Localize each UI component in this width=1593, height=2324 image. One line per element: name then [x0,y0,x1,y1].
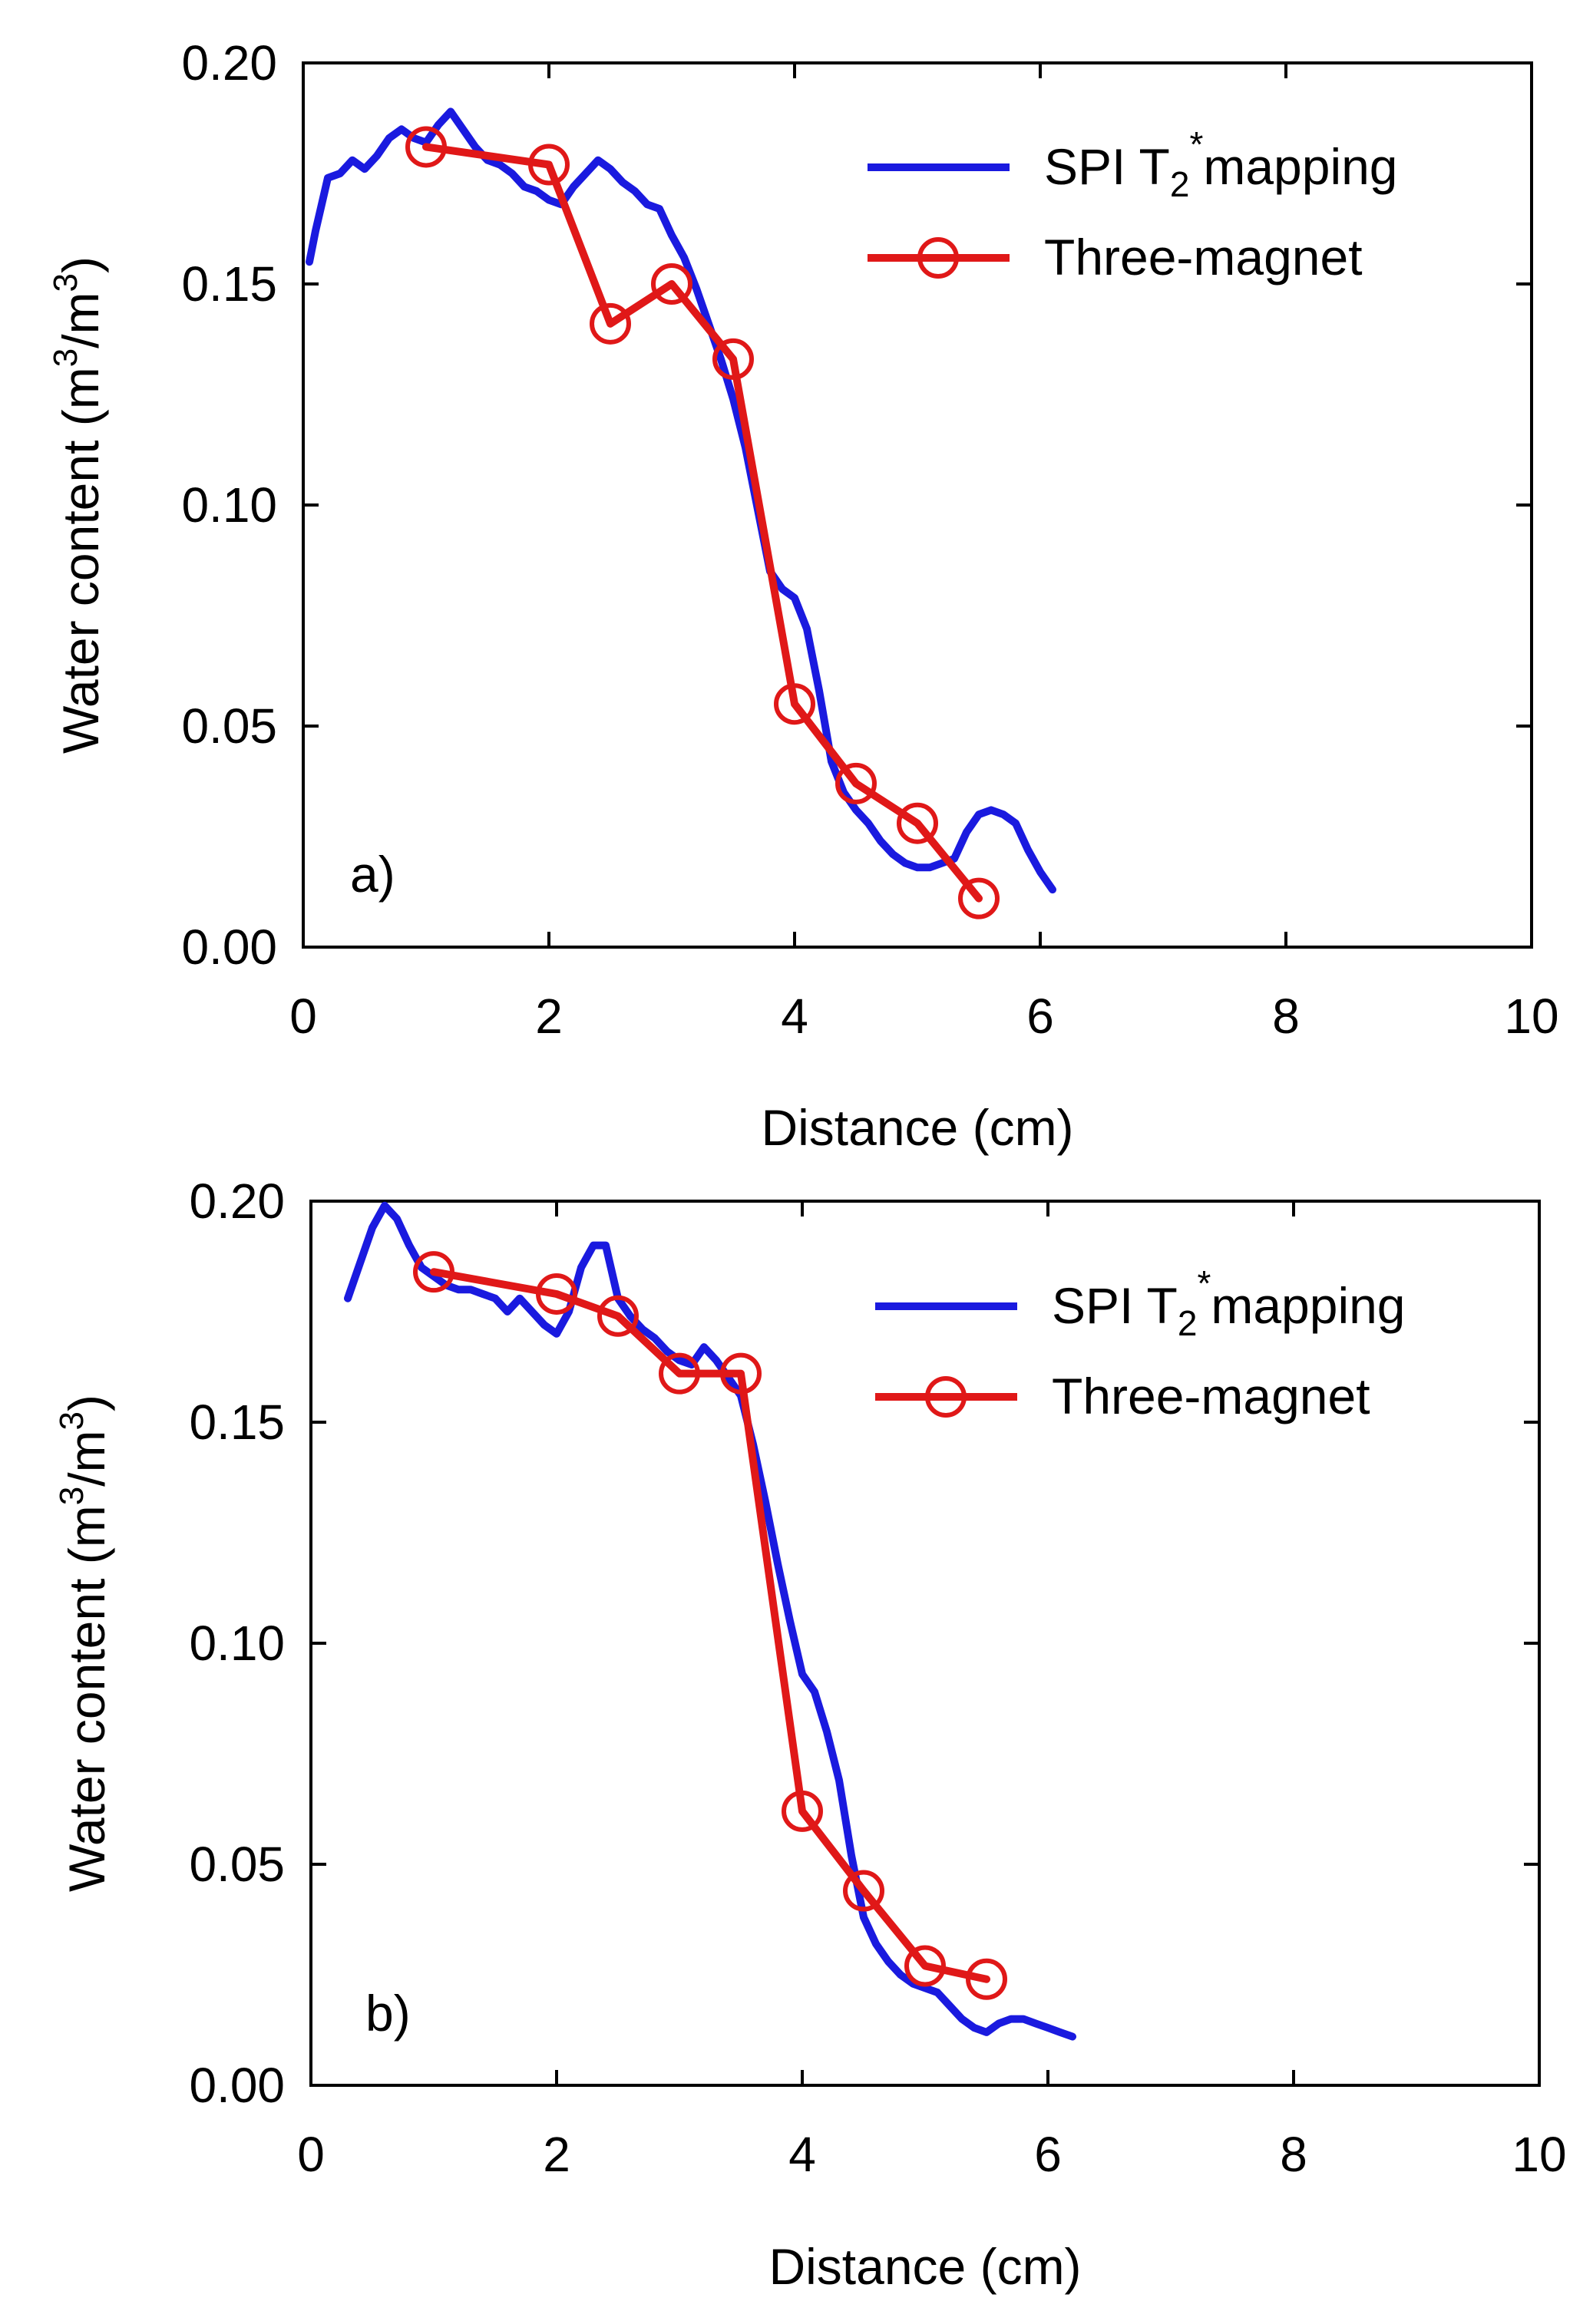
series-lines [344,1201,1076,2041]
three-magnet-point [712,338,754,380]
y-tick-label: 0.15 [189,1395,285,1450]
x-axis-title: Distance (cm) [761,1099,1073,1156]
three-magnet-point [720,1352,762,1395]
spi-series-line [344,1201,1076,2041]
y-tick-label: 0.10 [189,1616,285,1671]
three-magnet-point [659,1352,700,1395]
three-magnet-point [528,144,570,186]
three-magnet-series-line [430,1268,990,1983]
tick-marks [309,1200,1541,2087]
x-tick-label: 8 [1280,2127,1307,2182]
panel-label: b) [365,1985,411,2042]
legend-magnet-label: Three-magnet [1052,1368,1370,1424]
three-magnet-series-line [422,143,983,903]
series-markers [405,126,1000,919]
three-magnet-point [597,1295,639,1337]
y-tick-label: 0.20 [181,35,277,91]
three-magnet-point [413,1251,454,1293]
legend-magnet-marker [925,1376,967,1418]
x-tick-label: 0 [297,2127,325,2182]
x-tick-label: 2 [543,2127,570,2182]
x-tick-label: 4 [781,989,808,1044]
spi-series-line [306,107,1056,894]
three-magnet-point [843,1870,884,1912]
three-magnet-point [590,302,631,345]
three-magnet-point [835,762,877,804]
legend-magnet-marker [917,237,959,279]
series-markers [413,1251,1007,2000]
y-tick-label: 0.00 [181,919,277,975]
series-lines [306,107,1056,903]
x-tick-label: 0 [289,989,317,1044]
y-tick-label: 0.05 [181,698,277,754]
three-magnet-point [782,1790,823,1832]
y-tick-label: 0.20 [189,1174,285,1229]
y-tick-label: 0.05 [189,1837,285,1892]
legend: SPI T2*mapping Three-magnet [868,124,1398,286]
legend-magnet-label: Three-magnet [1044,229,1363,286]
panel-a: 0 2 4 6 8 10 0.00 0.05 0.10 0.15 0.20 Distance (cm… [47,35,1559,1156]
tick-marks [302,61,1533,949]
y-tick-label: 0.15 [181,256,277,312]
legend: SPI T2*mapping Three-magnet [875,1263,1406,1424]
legend-spi-label: SPI T2*mapping [1044,124,1398,204]
x-tick-label: 2 [535,989,563,1044]
legend-spi-label: SPI T2*mapping [1052,1263,1406,1343]
three-magnet-point [405,126,447,168]
three-magnet-point [958,877,1000,919]
x-tick-label: 6 [1026,989,1054,1044]
x-tick-label: 10 [1504,989,1558,1044]
y-tick-label: 0.10 [181,477,277,533]
y-axis-title: Water content (m3/m3) [53,1395,115,1892]
x-tick-label: 8 [1272,989,1300,1044]
y-tick-label: 0.00 [189,2058,285,2113]
x-tick-label: 6 [1034,2127,1062,2182]
panel-b: 0 2 4 6 8 10 0.00 0.05 0.10 0.15 0.20 Distance (cm… [53,1174,1567,2295]
three-magnet-point [897,802,938,844]
tick-labels: 0 2 4 6 8 10 0.00 0.05 0.10 0.15 0.20 [181,35,1558,1044]
x-tick-label: 10 [1512,2127,1566,2182]
three-magnet-point [904,1945,946,1987]
panel-label: a) [350,846,395,903]
x-tick-label: 4 [788,2127,816,2182]
three-magnet-point [774,683,815,725]
tick-labels: 0 2 4 6 8 10 0.00 0.05 0.10 0.15 0.20 [189,1174,1566,2182]
three-magnet-point [651,263,692,305]
x-axis-title: Distance (cm) [768,2238,1081,2295]
three-magnet-point [536,1273,577,1315]
y-axis-title: Water content (m3/m3) [47,256,109,754]
plot-frame [302,61,1533,949]
three-magnet-point [966,1958,1007,2000]
